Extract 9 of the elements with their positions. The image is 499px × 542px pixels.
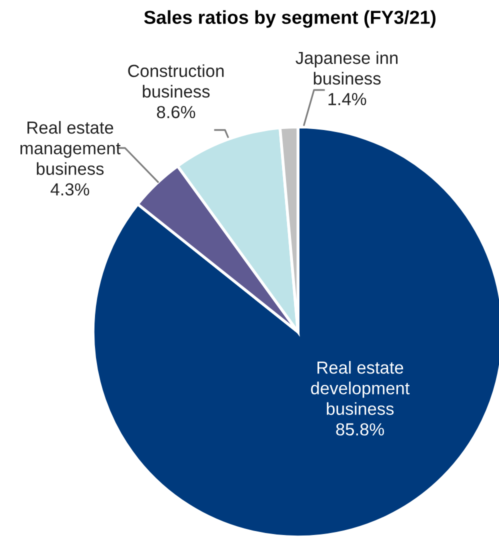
chart-title: Sales ratios by segment (FY3/21) (144, 10, 436, 28)
slice-label: Japanese inn business (296, 51, 398, 85)
slice-label: Real estate development business (311, 361, 410, 415)
data-label: 8.6% (156, 106, 196, 118)
slice-label: Real estate management business (20, 121, 121, 175)
data-label: 1.4% (328, 93, 366, 106)
data-label: 85.8% (336, 423, 384, 436)
slice-label: Construction business (128, 64, 224, 98)
data-label: 4.3% (50, 183, 90, 196)
